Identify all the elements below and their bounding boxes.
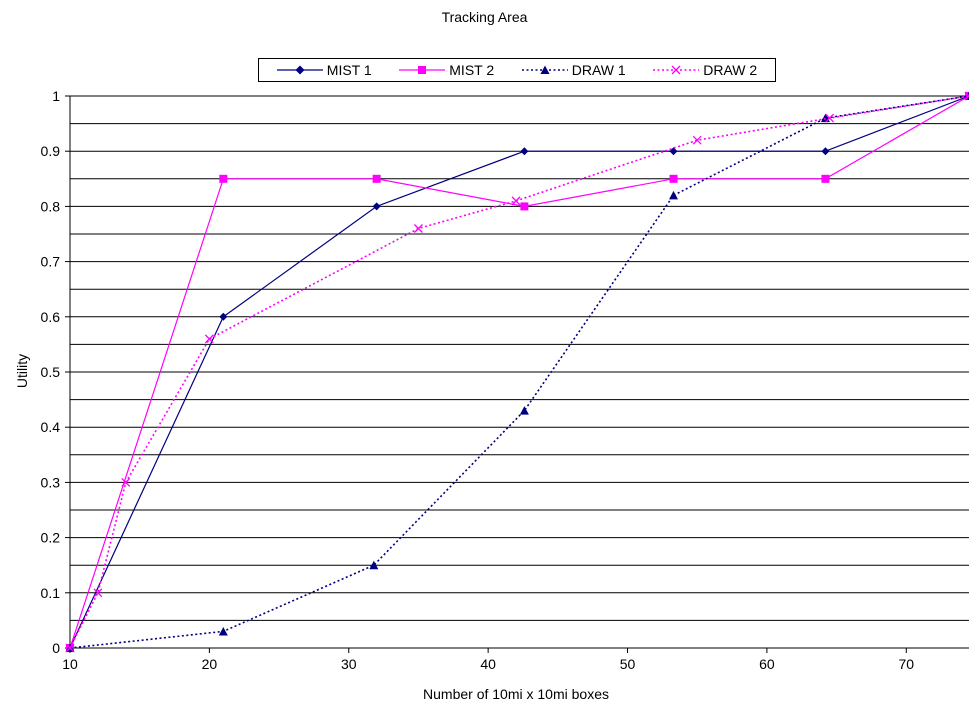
x-tick-label: 70 bbox=[898, 656, 914, 672]
data-point-draw2 bbox=[964, 91, 969, 101]
data-point-draw2 bbox=[692, 135, 702, 145]
legend-swatch-draw2 bbox=[653, 65, 700, 75]
legend-item-draw1: DRAW 1 bbox=[521, 62, 626, 78]
y-tick-label: 0.6 bbox=[41, 309, 61, 325]
data-point-mist1 bbox=[219, 312, 228, 321]
x-tick-label: 50 bbox=[620, 656, 636, 672]
data-point-draw2 bbox=[204, 334, 214, 344]
y-tick-label: 0.5 bbox=[41, 364, 61, 380]
data-point-mist1 bbox=[372, 202, 381, 211]
legend-label-mist1: MIST 1 bbox=[326, 62, 372, 78]
x-tick-label: 40 bbox=[480, 656, 496, 672]
data-point-draw2 bbox=[93, 588, 103, 598]
y-tick-label: 0.7 bbox=[41, 254, 61, 270]
legend-swatch-draw1 bbox=[521, 65, 568, 74]
x-tick-label: 60 bbox=[759, 656, 775, 672]
legend-item-mist2: MIST 2 bbox=[399, 62, 494, 78]
data-point-draw2 bbox=[511, 196, 521, 206]
series-layer bbox=[65, 91, 969, 653]
y-tick-label: 0.8 bbox=[41, 198, 61, 214]
data-point-draw2 bbox=[121, 477, 131, 487]
y-tick-label: 0.9 bbox=[41, 143, 61, 159]
legend: MIST 1 MIST 2 DRAW 1 DRAW 2 bbox=[258, 58, 776, 82]
legend-swatch-mist2 bbox=[399, 66, 446, 74]
series-line-draw2 bbox=[69, 95, 969, 649]
data-point-mist1 bbox=[821, 147, 830, 156]
axes: 0 0.1 0.2 0.3 0.4 0.5 0.6 0.7 0.8 0.9 1 10 20 30 40 50 6… bbox=[41, 88, 969, 672]
legend-swatch-mist1 bbox=[276, 65, 323, 75]
data-point-draw2 bbox=[413, 224, 423, 233]
data-point-draw2 bbox=[825, 113, 835, 123]
data-point-draw1 bbox=[519, 406, 529, 415]
y-tick-label: 0 bbox=[52, 640, 60, 656]
data-point-draw1 bbox=[669, 190, 679, 200]
y-axis-label: Utility bbox=[14, 353, 30, 389]
y-tick-label: 0.1 bbox=[41, 585, 61, 601]
data-point-draw1 bbox=[218, 626, 228, 636]
data-point-mist1 bbox=[520, 147, 529, 156]
x-axis-label: Number of 10mi x 10mi boxes bbox=[423, 686, 609, 702]
y-tick-label: 1 bbox=[52, 88, 60, 104]
x-tick-label: 10 bbox=[62, 656, 78, 672]
data-point-mist2 bbox=[219, 174, 228, 183]
legend-label-mist2: MIST 2 bbox=[449, 62, 495, 78]
data-point-draw2 bbox=[65, 643, 75, 653]
legend-label-draw2: DRAW 2 bbox=[703, 62, 758, 78]
legend-item-mist1: MIST 1 bbox=[276, 62, 372, 78]
data-point-mist2 bbox=[372, 174, 381, 183]
legend-label-draw1: DRAW 1 bbox=[571, 62, 626, 78]
chart-title: Tracking Area bbox=[441, 9, 528, 25]
data-point-mist2 bbox=[520, 202, 529, 211]
data-point-mist2 bbox=[669, 174, 678, 183]
x-tick-label: 20 bbox=[202, 656, 218, 672]
y-tick-label: 0.2 bbox=[41, 530, 61, 546]
data-point-mist2 bbox=[821, 174, 830, 183]
data-point-draw1 bbox=[369, 560, 379, 570]
y-tick-label: 0.3 bbox=[41, 474, 61, 490]
x-tick-label: 30 bbox=[341, 656, 357, 672]
y-tick-label: 0.4 bbox=[41, 419, 61, 435]
grid-lines bbox=[70, 95, 969, 621]
legend-item-draw2: DRAW 2 bbox=[653, 62, 757, 78]
